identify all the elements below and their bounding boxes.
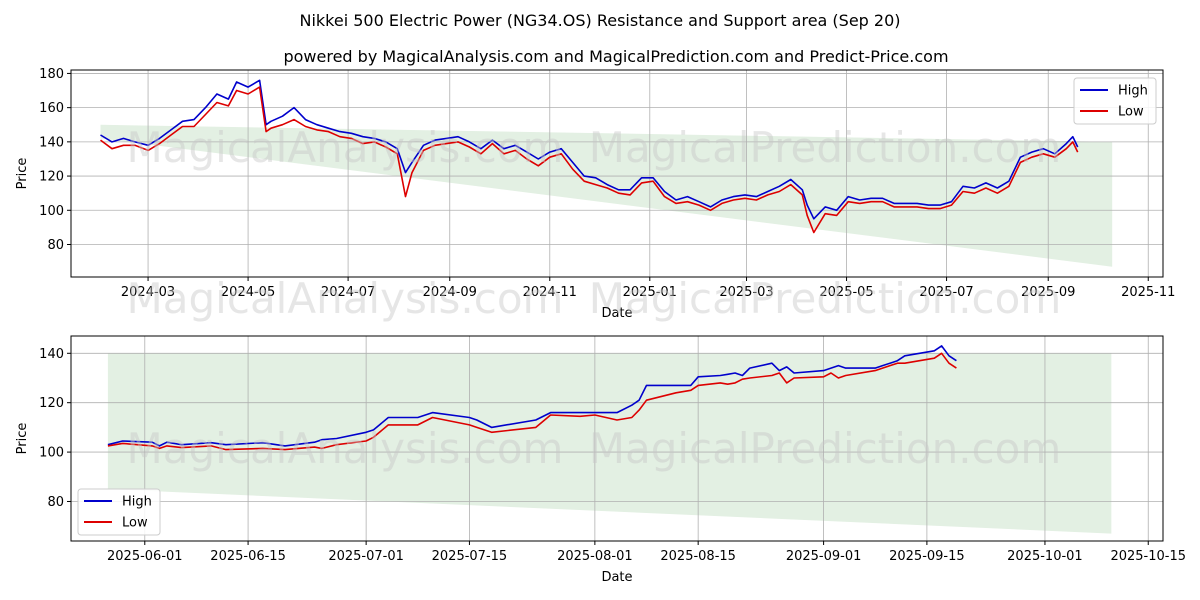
bottom-x-tick-label-9: 2025-10-15 [1110, 549, 1186, 564]
watermark-analysis-bottom: MagicalAnalysis.com [127, 424, 564, 473]
bottom-x-tick-label-1: 2025-06-15 [210, 549, 286, 564]
top-y-tick-label-5: 180 [39, 67, 64, 82]
top-y-tick-label-3: 140 [39, 135, 64, 150]
top-x-tick-label-10: 2025-11 [1121, 285, 1175, 300]
top-y-tick-label-1: 100 [39, 204, 64, 219]
bottom-series-high-line [107, 345, 957, 447]
bottom-x-tick-label-4: 2025-08-01 [557, 549, 633, 564]
bottom-axes-frame [70, 335, 1164, 542]
bottom-x-tick-label-8: 2025-10-01 [1007, 549, 1083, 564]
top-x-tick-label-0: 2024-03 [121, 285, 175, 300]
top-legend-label-high: High [1118, 84, 1148, 99]
top-x-tick-label-4: 2024-11 [523, 285, 577, 300]
bottom-legend-label-low: Low [122, 516, 148, 531]
top-chart-axes: 2024-03 2024-05 2024-07 2024-09 2024-11 2025-… [15, 67, 1175, 321]
bottom-series-low-line [107, 352, 957, 451]
top-x-tick-label-8: 2025-07 [919, 285, 973, 300]
top-x-tick-label-9: 2025-09 [1021, 285, 1075, 300]
watermark-analysis-middle: MagicalAnalysis.com [127, 274, 564, 323]
top-x-tick-label-7: 2025-05 [819, 285, 873, 300]
watermark-prediction-top: MagicalPrediction.com [589, 123, 1062, 172]
top-support-resistance-band [100, 124, 1113, 267]
top-axes-frame [70, 69, 1164, 278]
top-legend: High Low [1073, 77, 1157, 125]
top-y-tick-label-4: 160 [39, 101, 64, 116]
bottom-y-tick-label-3: 140 [39, 347, 64, 362]
top-y-tick-label-2: 120 [39, 170, 64, 185]
bottom-x-tick-label-5: 2025-08-15 [660, 549, 736, 564]
bottom-support-resistance-band [107, 353, 1112, 534]
watermark-prediction-bottom: MagicalPrediction.com [589, 424, 1062, 473]
chart-title: Nikkei 500 Electric Power (NG34.OS) Resi… [299, 11, 900, 30]
top-x-tick-label-2: 2024-07 [321, 285, 375, 300]
bottom-x-tick-label-0: 2025-06-01 [107, 549, 183, 564]
chart-subtitle: powered by MagicalAnalysis.com and Magic… [283, 47, 948, 66]
bottom-y-tick-label-0: 80 [47, 495, 64, 510]
top-x-tick-label-1: 2024-05 [221, 285, 275, 300]
top-x-tick-label-5: 2025-01 [623, 285, 677, 300]
top-grid [71, 70, 1163, 277]
top-y-tick-label-0: 80 [47, 238, 64, 253]
top-x-tick-label-6: 2025-03 [719, 285, 773, 300]
watermark-prediction-middle: MagicalPrediction.com [589, 274, 1062, 323]
bottom-legend-label-high: High [122, 495, 152, 510]
bottom-x-tick-label-7: 2025-09-15 [889, 549, 965, 564]
top-y-axis-label: Price [15, 158, 30, 190]
bottom-legend: High Low [77, 488, 161, 536]
bottom-x-tick-label-6: 2025-09-01 [786, 549, 862, 564]
top-legend-label-low: Low [1118, 105, 1144, 120]
bottom-x-axis-label: Date [601, 570, 632, 585]
bottom-chart-axes: 2025-06-01 2025-06-15 2025-07-01 2025-07-15… [15, 335, 1186, 585]
bottom-y-tick-label-1: 100 [39, 446, 64, 461]
bottom-x-tick-label-2: 2025-07-01 [328, 549, 404, 564]
watermark-analysis-top: MagicalAnalysis.com [127, 123, 564, 172]
top-series-high-line [100, 79, 1079, 220]
bottom-y-tick-label-2: 120 [39, 396, 64, 411]
bottom-y-axis-label: Price [15, 423, 30, 455]
bottom-x-tick-label-3: 2025-07-15 [432, 549, 508, 564]
top-x-axis-label: Date [601, 306, 632, 321]
top-x-tick-label-3: 2024-09 [423, 285, 477, 300]
top-series-low-line [100, 86, 1079, 234]
